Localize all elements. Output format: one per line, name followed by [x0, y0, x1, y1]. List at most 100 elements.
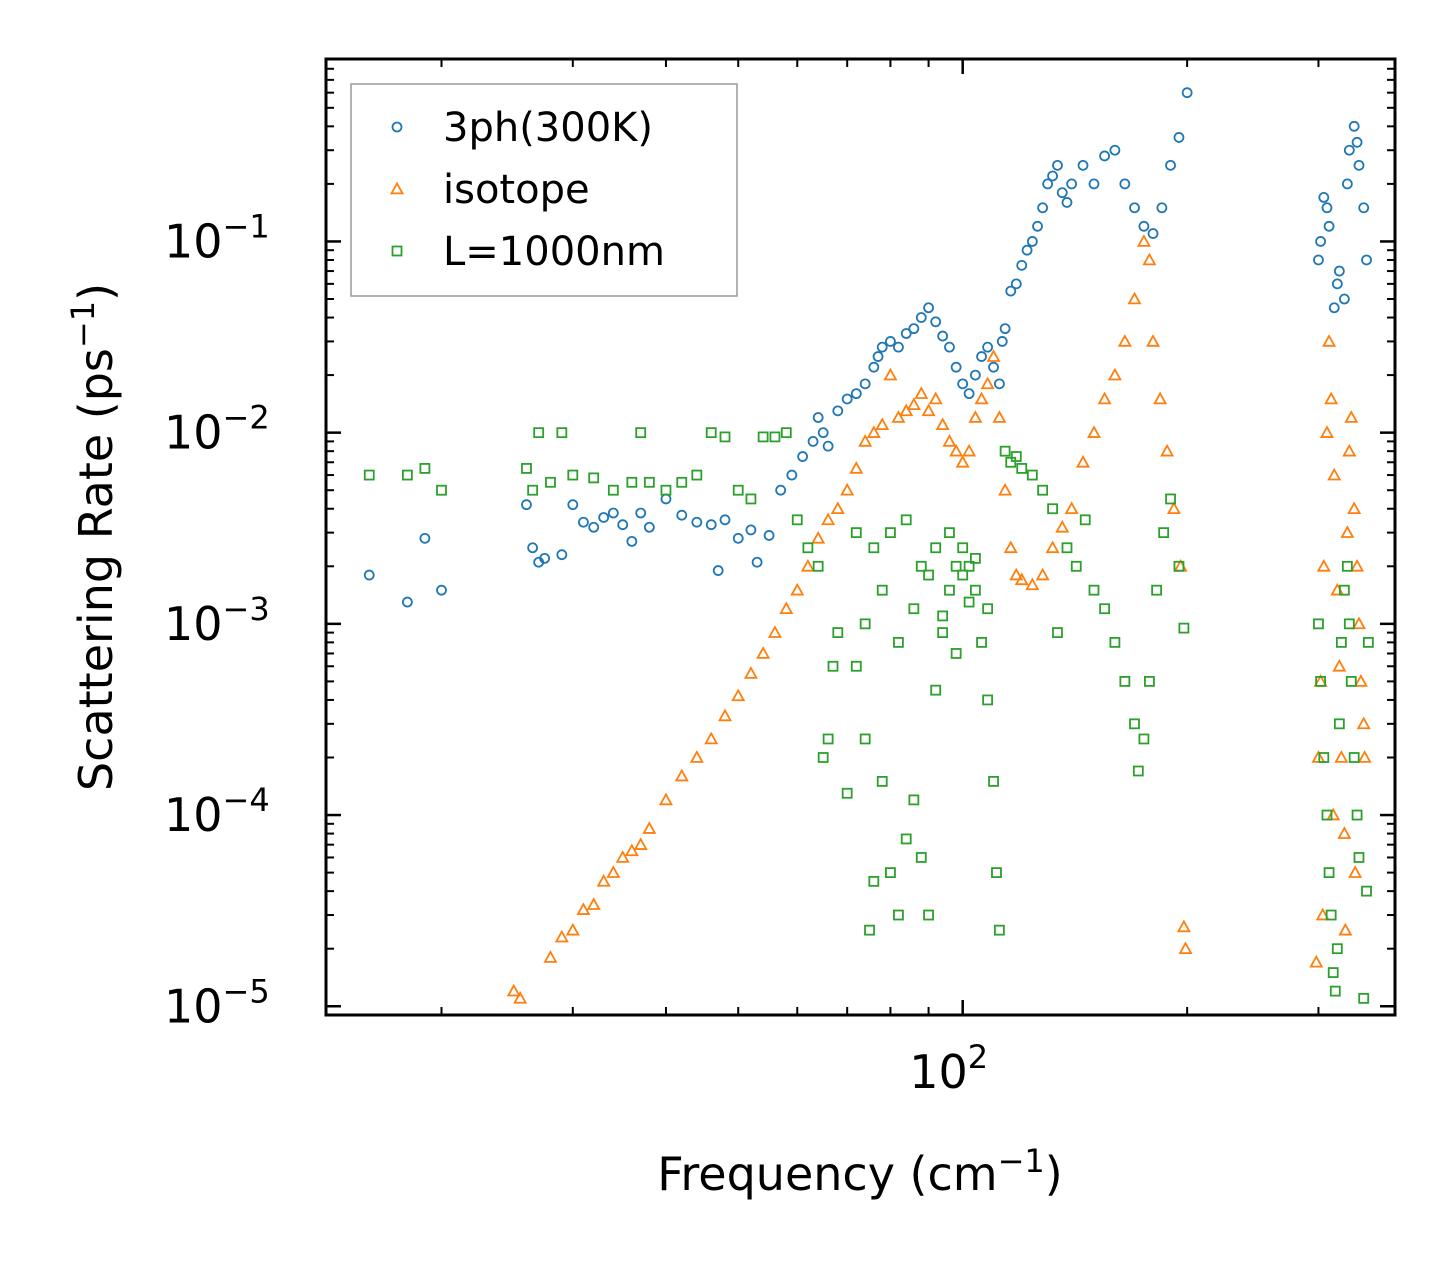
data-point — [982, 603, 994, 615]
data-point — [992, 410, 1007, 423]
data-point — [1086, 425, 1102, 438]
legend-label: 3ph(300K) — [443, 105, 653, 151]
data-point — [1056, 187, 1068, 199]
data-point — [1361, 885, 1372, 897]
data-point — [914, 386, 929, 399]
y-tick-exp: −2 — [223, 399, 270, 437]
data-point — [607, 507, 619, 519]
data-point — [1109, 636, 1121, 648]
y-tick-labels: 10−110−210−310−410−5 — [164, 207, 270, 1033]
data-point — [1362, 636, 1374, 648]
data-point — [859, 378, 871, 390]
data-point — [832, 405, 844, 417]
data-point — [866, 425, 881, 438]
legend-marker — [391, 121, 403, 133]
data-point — [849, 461, 864, 474]
data-point — [930, 316, 942, 328]
y-tick-label: 10−1 — [164, 207, 270, 268]
data-point — [988, 361, 999, 373]
data-point — [1160, 443, 1175, 457]
data-point — [944, 527, 955, 539]
y-axis-label-end: ) — [69, 283, 123, 301]
data-point — [885, 867, 896, 879]
legend-marker — [391, 245, 403, 257]
data-point — [1327, 967, 1339, 978]
data-point — [957, 542, 969, 554]
data-point — [858, 434, 873, 447]
data-point — [1129, 202, 1140, 214]
data-point — [1165, 493, 1176, 505]
data-point — [915, 560, 927, 572]
data-point — [1353, 674, 1368, 687]
data-point — [769, 431, 781, 443]
data-point — [949, 443, 964, 457]
data-point — [1035, 567, 1050, 581]
data-point — [1026, 469, 1038, 481]
data-point — [812, 560, 824, 572]
data-point — [1178, 941, 1193, 954]
data-point — [937, 610, 949, 622]
data-point — [676, 509, 688, 521]
data-point — [906, 397, 921, 411]
data-points — [363, 87, 1374, 1004]
data-point — [923, 909, 934, 921]
data-point — [643, 476, 655, 488]
data-point — [944, 584, 955, 596]
data-point — [521, 499, 532, 511]
data-point — [930, 684, 942, 696]
y-tick-exp: −1 — [223, 207, 270, 245]
data-point — [900, 328, 912, 339]
data-point — [1088, 584, 1100, 596]
y-tick-base: 10 — [164, 597, 223, 651]
data-point — [1079, 514, 1091, 526]
data-point — [1099, 603, 1111, 615]
data-point — [745, 524, 757, 536]
data-point — [1351, 136, 1363, 148]
data-point — [1325, 909, 1337, 921]
data-point — [915, 312, 927, 323]
data-point — [635, 507, 647, 519]
data-point — [1340, 525, 1355, 538]
data-point — [1313, 618, 1324, 630]
data-point — [1313, 254, 1324, 266]
data-point — [872, 351, 884, 362]
data-point — [817, 427, 829, 439]
data-point — [1066, 178, 1078, 190]
data-point — [1005, 285, 1017, 297]
data-point — [751, 556, 763, 568]
data-point — [797, 451, 809, 462]
data-point — [732, 484, 744, 496]
data-point — [1127, 291, 1142, 305]
data-point — [923, 302, 934, 314]
data-point — [1328, 302, 1340, 314]
data-point — [1151, 584, 1163, 596]
data-point — [1016, 463, 1028, 474]
data-point — [1173, 560, 1185, 572]
data-point — [1010, 278, 1022, 290]
data-point — [624, 843, 639, 857]
data-point — [982, 341, 994, 353]
data-point — [626, 476, 638, 488]
data-point — [1107, 367, 1122, 381]
data-point — [908, 794, 920, 806]
data-point — [786, 469, 798, 481]
data-point — [1052, 159, 1063, 171]
data-point — [607, 484, 619, 496]
data-point — [676, 476, 688, 488]
data-point — [993, 378, 1005, 390]
legend-label: L=1000nm — [443, 229, 665, 275]
data-point — [539, 552, 551, 564]
data-point — [1324, 391, 1339, 405]
data-point — [1136, 234, 1151, 247]
data-point — [1345, 676, 1357, 687]
data-point — [822, 733, 834, 745]
data-point — [876, 775, 888, 787]
data-point — [923, 569, 934, 581]
data-point — [1025, 577, 1040, 591]
data-point — [626, 535, 638, 547]
data-point — [900, 833, 912, 845]
data-point — [506, 983, 521, 997]
data-point — [543, 950, 558, 963]
data-point — [554, 929, 569, 943]
data-point — [556, 549, 568, 561]
